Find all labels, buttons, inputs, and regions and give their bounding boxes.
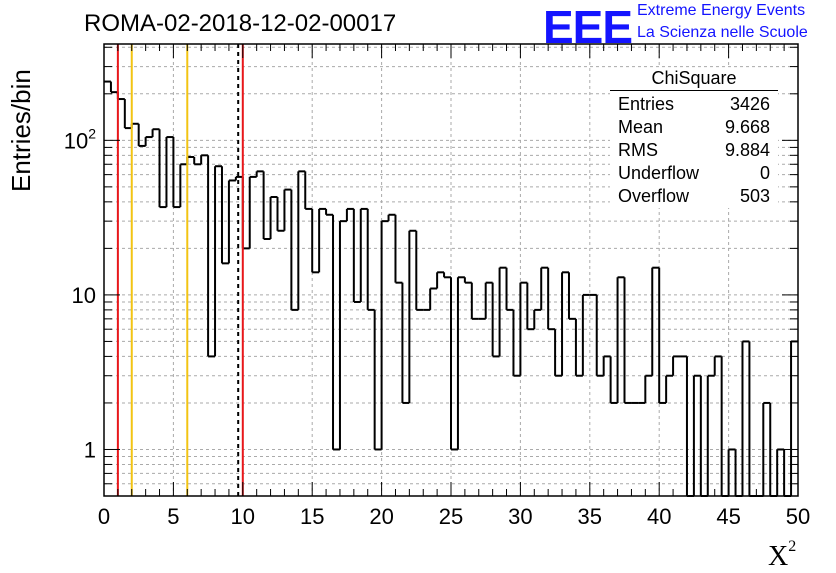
stats-row-value: 0: [759, 163, 770, 183]
x-tick-label: 10: [231, 504, 255, 529]
stats-box: ChiSquare Entries 3426 Mean 9.668 RMS 9.884 Un…: [610, 68, 778, 208]
stats-row-label: Underflow: [618, 163, 700, 183]
stats-row-mean: Mean 9.668: [610, 116, 778, 139]
stats-row-underflow: Underflow 0: [610, 162, 778, 185]
x-axis-label: X2: [768, 538, 797, 572]
stats-row-rms: RMS 9.884: [610, 139, 778, 162]
x-tick-label: 0: [98, 504, 110, 529]
chart-title: ROMA-02-2018-12-02-00017: [84, 10, 397, 37]
x-tick-label: 35: [578, 504, 602, 529]
axis-ticks: 0 5 10 15 20 25 30 35 40 45 50 1 10 102: [64, 44, 810, 529]
stats-row-label: Overflow: [618, 186, 690, 206]
logo-subtitle-2: La Scienza nelle Scuole: [637, 24, 808, 41]
y-tick-label: 102: [64, 125, 96, 153]
stats-row-value: 3426: [729, 94, 770, 114]
stats-row-label: RMS: [618, 140, 658, 160]
y-axis-label: Entries/bin: [6, 69, 36, 192]
reference-lines: [116, 44, 244, 496]
x-tick-label: 5: [167, 504, 179, 529]
x-tick-label: 40: [647, 504, 671, 529]
y-tick-label: 1: [84, 437, 96, 462]
x-tick-label: 20: [369, 504, 393, 529]
y-tick-label: 10: [72, 283, 96, 308]
stats-row-label: Mean: [618, 117, 664, 137]
x-tick-label: 30: [508, 504, 532, 529]
stats-row-label: Entries: [618, 94, 675, 114]
x-tick-label: 45: [716, 504, 740, 529]
stats-row-value: 9.668: [724, 117, 770, 137]
x-tick-label: 25: [439, 504, 463, 529]
stats-row-entries: Entries 3426: [610, 93, 778, 116]
stats-row-value: 9.884: [724, 140, 770, 160]
x-tick-label: 50: [786, 504, 810, 529]
stats-title: ChiSquare: [610, 68, 778, 91]
stats-row-value: 503: [739, 186, 770, 206]
x-tick-label: 15: [300, 504, 324, 529]
logo-subtitle-1: Extreme Energy Events: [637, 2, 806, 19]
stats-row-overflow: Overflow 503: [610, 185, 778, 208]
eee-logo: EEE: [543, 1, 633, 53]
